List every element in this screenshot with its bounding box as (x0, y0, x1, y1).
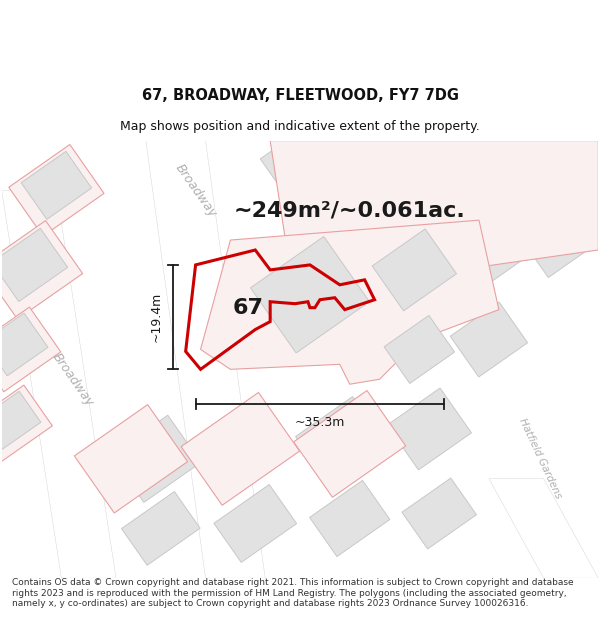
Polygon shape (296, 396, 384, 481)
Text: ~249m²/~0.061ac.: ~249m²/~0.061ac. (234, 200, 466, 220)
Polygon shape (0, 391, 41, 451)
Text: Map shows position and indicative extent of the property.: Map shows position and indicative extent… (120, 121, 480, 133)
Polygon shape (21, 151, 92, 219)
Polygon shape (250, 236, 370, 353)
Polygon shape (214, 484, 296, 562)
Polygon shape (0, 221, 83, 319)
Polygon shape (0, 307, 61, 392)
Text: Hatfield Gardens: Hatfield Gardens (518, 417, 563, 501)
Polygon shape (74, 404, 188, 513)
Polygon shape (146, 141, 265, 578)
Text: Broadway: Broadway (172, 161, 219, 219)
Polygon shape (520, 202, 597, 278)
Text: ~35.3m: ~35.3m (295, 416, 345, 429)
Polygon shape (310, 481, 390, 556)
Polygon shape (121, 491, 200, 565)
Polygon shape (9, 144, 104, 236)
Text: 67, BROADWAY, FLEETWOOD, FY7 7DG: 67, BROADWAY, FLEETWOOD, FY7 7DG (142, 88, 458, 103)
Text: 67: 67 (233, 298, 264, 318)
Polygon shape (200, 220, 499, 384)
Polygon shape (270, 141, 598, 285)
Polygon shape (2, 191, 116, 578)
Polygon shape (0, 313, 48, 376)
Polygon shape (181, 392, 299, 505)
Text: Broadway: Broadway (50, 350, 97, 408)
Polygon shape (447, 209, 531, 291)
Polygon shape (402, 478, 476, 549)
Polygon shape (384, 316, 455, 384)
Polygon shape (460, 108, 538, 183)
Polygon shape (260, 113, 359, 208)
Text: Contains OS data © Crown copyright and database right 2021. This information is : Contains OS data © Crown copyright and d… (12, 578, 574, 608)
Polygon shape (358, 112, 451, 199)
Polygon shape (293, 391, 406, 498)
Polygon shape (0, 228, 68, 302)
Polygon shape (537, 114, 600, 187)
Polygon shape (489, 479, 598, 578)
Polygon shape (0, 385, 52, 463)
Polygon shape (197, 403, 293, 494)
Polygon shape (372, 229, 457, 311)
Polygon shape (387, 388, 472, 470)
Text: ~19.4m: ~19.4m (150, 292, 163, 342)
Polygon shape (450, 302, 527, 377)
Polygon shape (111, 415, 201, 502)
